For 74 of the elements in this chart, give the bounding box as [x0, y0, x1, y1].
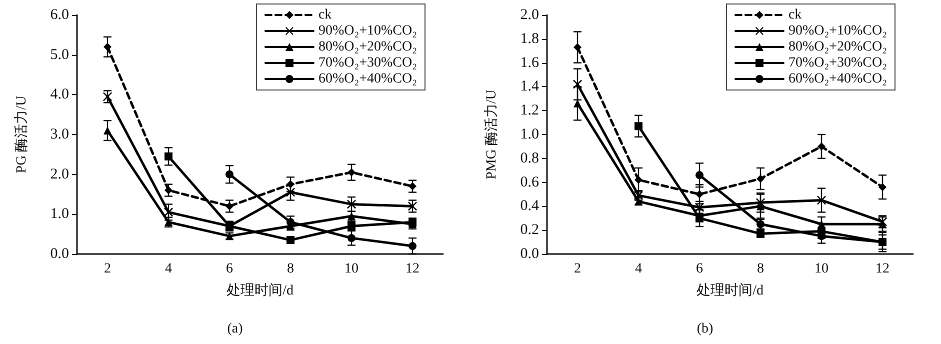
x-axis-title: 处理时间/d: [226, 282, 294, 298]
legend-label: ck: [318, 8, 332, 22]
x-axis-title: 处理时间/d: [696, 282, 764, 298]
y-tick-label: 0.0: [520, 246, 539, 262]
y-tick-label: 0.4: [520, 198, 540, 214]
point: [696, 214, 704, 222]
point: [756, 174, 764, 183]
y-tick-label: 0.8: [520, 150, 539, 166]
point: [574, 43, 582, 52]
y-tick-label: 2.0: [520, 7, 539, 23]
x-tick-label: 2: [104, 262, 111, 276]
x-tick-label: 10: [344, 262, 358, 276]
y-tick-label: 1.8: [520, 30, 539, 47]
y-axis-title: PMG 酶活力/U: [484, 90, 500, 180]
point: [408, 242, 416, 250]
y-tick-label: 2.0: [50, 166, 69, 182]
y-tick-label: 0.2: [520, 222, 539, 238]
legend-label: 80%O₂+20%CO₂: [318, 40, 418, 54]
point: [226, 202, 234, 210]
point: [286, 180, 294, 188]
point: [756, 198, 765, 208]
y-tick-label: 3.0: [50, 126, 69, 142]
y-tick-label: 1.0: [520, 126, 539, 142]
point: [348, 234, 356, 242]
x-tick-label: 8: [757, 262, 764, 276]
legend-label: 70%O₂+30%CO₂: [318, 56, 418, 70]
legend-label: 80%O₂+20%CO₂: [788, 40, 888, 54]
y-tick-label: 1.0: [50, 206, 69, 222]
point: [286, 188, 295, 197]
point: [634, 176, 642, 184]
point: [348, 168, 356, 176]
y-tick-label: 1.2: [520, 102, 539, 119]
legend-label: 60%O₂+40%CO₂: [788, 72, 888, 86]
legend-label: 70%O₂+30%CO₂: [788, 56, 888, 70]
point: [226, 170, 234, 178]
point: [634, 122, 642, 130]
point: [878, 183, 886, 192]
point: [573, 80, 582, 89]
y-tick-label: 5.0: [50, 46, 69, 63]
point: [104, 42, 112, 51]
x-tick-label: 8: [287, 262, 294, 276]
legend-label: ck: [788, 8, 802, 22]
point: [696, 171, 704, 180]
text: (a): [227, 322, 244, 336]
point: [164, 186, 172, 194]
point: [286, 218, 294, 226]
x-tick-label: 12: [406, 262, 420, 276]
y-tick-label: 1.6: [520, 54, 540, 71]
point: [164, 152, 172, 160]
text: (b): [696, 322, 714, 336]
x-tick-label: 4: [165, 262, 172, 276]
point: [104, 126, 112, 135]
y-axis-title: PG 酶活力/U: [14, 96, 30, 174]
y-tick-label: 4.0: [50, 86, 69, 103]
point: [696, 190, 704, 198]
x-tick-label: 4: [635, 262, 642, 276]
y-tick-label: 1.4: [520, 78, 540, 95]
y-tick-label: 0.0: [50, 246, 69, 262]
x-tick-label: 2: [574, 262, 581, 276]
y-tick-label: 0.6: [520, 174, 540, 190]
point: [818, 142, 826, 150]
point: [817, 196, 826, 205]
legend-label: 90%O₂+10%CO₂: [318, 24, 418, 38]
point: [408, 182, 416, 190]
y-tick-label: 6.0: [50, 7, 69, 23]
x-tick-label: 12: [876, 262, 890, 276]
legend-label: 90%O₂+10%CO₂: [788, 24, 888, 38]
x-tick-label: 6: [226, 262, 233, 276]
legend-label: 60%O₂+40%CO₂: [318, 72, 418, 86]
point: [347, 200, 356, 209]
x-tick-label: 6: [696, 262, 703, 276]
point: [164, 208, 173, 217]
x-tick-label: 10: [814, 262, 828, 276]
point: [286, 236, 294, 244]
